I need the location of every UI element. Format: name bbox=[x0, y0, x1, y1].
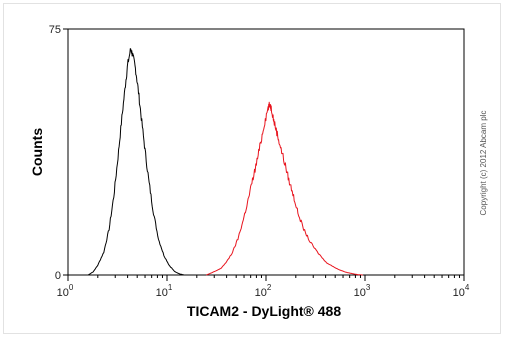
x-tick-label: 104 bbox=[453, 283, 470, 299]
series-line-1 bbox=[87, 48, 185, 276]
x-tick-label: 103 bbox=[354, 283, 371, 299]
y-tick-label: 75 bbox=[49, 24, 61, 36]
figure-frame bbox=[3, 3, 501, 334]
x-tick-label: 101 bbox=[156, 283, 173, 299]
x-axis-title: TICAM2 - DyLight® 488 bbox=[187, 303, 341, 319]
copyright-notice: Copyright (c) 2012 Abcam plc bbox=[479, 111, 488, 216]
series-line-2 bbox=[206, 101, 363, 276]
y-tick-label: 0 bbox=[55, 270, 61, 282]
y-axis-title: Counts bbox=[29, 128, 45, 176]
x-tick-label: 100 bbox=[57, 283, 74, 299]
x-tick-label: 102 bbox=[255, 283, 272, 299]
